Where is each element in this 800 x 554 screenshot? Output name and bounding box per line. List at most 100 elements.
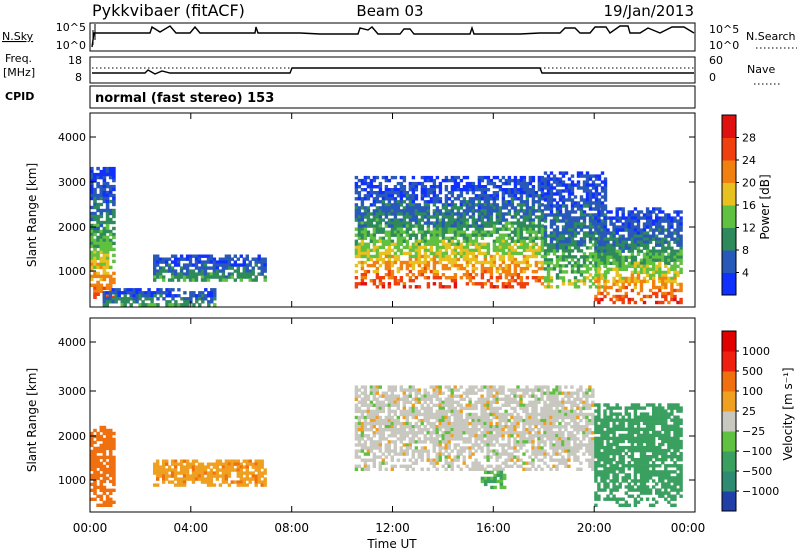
heatmap-cell bbox=[603, 192, 608, 196]
heatmap-cell bbox=[185, 266, 190, 270]
heatmap-cell bbox=[534, 191, 539, 195]
heatmap-cell bbox=[594, 177, 599, 181]
heatmap-cell bbox=[588, 219, 593, 223]
heatmap-cell bbox=[162, 471, 166, 475]
heatmap-cell bbox=[585, 171, 590, 175]
heatmap-cell bbox=[495, 400, 499, 404]
heatmap-cell bbox=[468, 200, 473, 204]
heatmap-cell bbox=[655, 222, 659, 226]
heatmap-cell bbox=[652, 258, 656, 262]
heatmap-cell bbox=[606, 291, 610, 296]
heatmap-cell bbox=[429, 215, 434, 219]
heatmap-cell bbox=[366, 394, 371, 398]
heatmap-cell bbox=[203, 468, 208, 472]
heatmap-cell bbox=[564, 237, 569, 241]
heatmap-cell bbox=[667, 252, 671, 256]
heatmap-cell bbox=[372, 443, 376, 447]
heatmap-cell bbox=[153, 278, 157, 282]
heatmap-cell bbox=[486, 397, 490, 401]
heatmap-cell bbox=[105, 181, 110, 186]
heatmap-cell bbox=[579, 204, 584, 208]
heatmap-cell bbox=[405, 230, 410, 234]
heatmap-cell bbox=[534, 394, 538, 398]
heatmap-cell bbox=[357, 242, 362, 246]
heatmap-cell bbox=[495, 391, 499, 395]
heatmap-cell bbox=[525, 266, 530, 271]
heatmap-cell bbox=[516, 418, 520, 423]
heatmap-cell bbox=[498, 418, 502, 423]
heatmap-cell bbox=[652, 255, 656, 259]
heatmap-cell bbox=[477, 434, 481, 438]
heatmap-cell bbox=[378, 215, 383, 219]
heatmap-cell bbox=[260, 260, 264, 264]
heatmap-cell bbox=[165, 474, 169, 478]
heatmap-cell bbox=[465, 403, 469, 407]
heatmap-cell bbox=[516, 236, 521, 240]
heatmap-cell bbox=[531, 194, 536, 198]
heatmap-cell bbox=[483, 455, 487, 459]
heatmap-cell bbox=[141, 291, 145, 295]
heatmap-cell bbox=[414, 440, 418, 444]
heatmap-cell bbox=[96, 485, 100, 490]
heatmap-cell bbox=[173, 254, 178, 258]
heatmap-cell bbox=[387, 200, 392, 204]
heatmap-cell bbox=[417, 273, 422, 277]
heatmap-cell bbox=[159, 465, 163, 469]
heatmap-cell bbox=[176, 275, 181, 279]
heatmap-cell bbox=[396, 224, 401, 228]
heatmap-cell bbox=[165, 471, 169, 475]
heatmap-cell bbox=[405, 260, 410, 265]
heatmap-cell bbox=[480, 251, 485, 256]
heatmap-cell bbox=[366, 437, 371, 441]
heatmap-cell bbox=[405, 425, 409, 429]
heatmap-cell bbox=[366, 215, 371, 219]
heatmap-cell bbox=[209, 275, 214, 279]
heatmap-cell bbox=[99, 235, 104, 240]
heatmap-cell bbox=[621, 216, 625, 220]
heatmap-cell bbox=[227, 468, 232, 472]
heatmap-cell bbox=[90, 232, 94, 237]
heatmap-cell bbox=[360, 236, 365, 240]
heatmap-cell bbox=[489, 285, 494, 289]
heatmap-cell bbox=[420, 236, 425, 240]
heatmap-cell bbox=[212, 275, 217, 279]
heatmap-cell bbox=[212, 483, 217, 487]
heatmap-cell bbox=[507, 412, 511, 417]
heatmap-cell bbox=[513, 397, 517, 401]
heatmap-cell bbox=[102, 184, 107, 189]
heatmap-cell bbox=[387, 403, 391, 407]
heatmap-cell bbox=[182, 459, 187, 463]
heatmap-cell bbox=[603, 195, 608, 199]
heatmap-cell bbox=[600, 255, 604, 259]
heatmap-cell bbox=[636, 273, 641, 278]
heatmap-cell bbox=[540, 175, 545, 180]
heatmap-cell bbox=[384, 206, 389, 210]
heatmap-cell bbox=[245, 275, 249, 279]
heatmap-cell bbox=[390, 175, 395, 180]
heatmap-cell bbox=[543, 219, 548, 223]
heatmap-cell bbox=[658, 207, 662, 211]
heatmap-cell bbox=[108, 470, 113, 475]
heatmap-cell bbox=[534, 421, 538, 426]
heatmap-cell bbox=[233, 254, 237, 258]
heatmap-cell bbox=[537, 464, 541, 468]
heatmap-cell bbox=[390, 209, 395, 213]
heatmap-cell bbox=[93, 259, 97, 264]
heatmap-cell bbox=[402, 388, 406, 392]
heatmap-cell bbox=[156, 483, 160, 487]
heatmap-cell bbox=[468, 446, 472, 450]
heatmap-cell bbox=[227, 272, 232, 276]
heatmap-cell bbox=[414, 415, 418, 420]
heatmap-cell bbox=[594, 195, 599, 199]
heatmap-cell bbox=[564, 240, 569, 244]
heatmap-cell bbox=[420, 452, 424, 456]
heatmap-cell bbox=[498, 236, 503, 240]
heatmap-cell bbox=[582, 174, 587, 178]
heatmap-cell bbox=[408, 446, 412, 450]
heatmap-cell bbox=[591, 192, 596, 196]
heatmap-cell bbox=[474, 425, 478, 429]
heatmap-cell bbox=[90, 283, 94, 287]
heatmap-cell bbox=[498, 215, 503, 219]
heatmap-cell bbox=[354, 282, 359, 286]
heatmap-cell bbox=[390, 263, 395, 268]
